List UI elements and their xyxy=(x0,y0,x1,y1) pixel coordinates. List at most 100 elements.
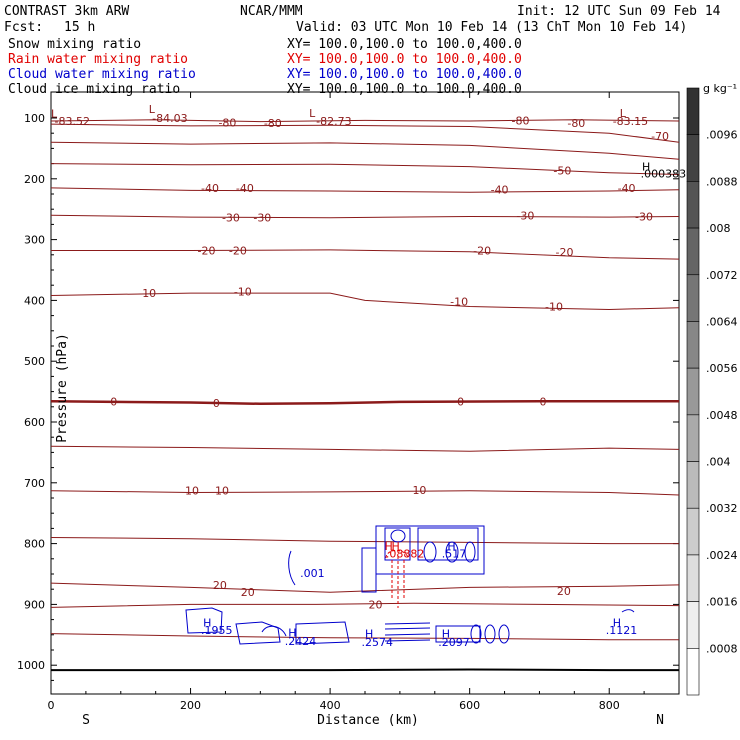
temperature-contour--30 xyxy=(50,214,680,219)
colorbar-swatch xyxy=(686,134,700,182)
temperature-contour--80 xyxy=(50,119,680,123)
x-axis-label: Distance (km) xyxy=(317,713,419,728)
extremum-marker: H xyxy=(385,540,393,553)
colorbar-label: .0064 xyxy=(706,315,738,328)
extremum-marker: L xyxy=(309,107,316,120)
contour-label: -82.73 xyxy=(316,115,351,128)
contour-label: -80 xyxy=(512,114,530,127)
extremum-marker: L xyxy=(149,103,156,116)
x-end-left-label: S xyxy=(82,713,90,728)
colorbar-swatch xyxy=(686,554,700,602)
contour-label: 10 xyxy=(412,484,426,497)
extremum-marker: H xyxy=(392,540,400,553)
field-xy-snow: XY= 100.0,100.0 to 100.0,400.0 xyxy=(287,37,522,52)
colorbar-label: .0032 xyxy=(706,502,738,515)
contour-label: -30 xyxy=(253,212,271,225)
temperature-contour--60 xyxy=(50,141,680,160)
colorbar-label: .0008 xyxy=(706,642,738,655)
contour-label: .517 xyxy=(442,547,467,560)
x-tick-label: 600 xyxy=(459,699,480,712)
temperature-contour-20 xyxy=(50,602,680,608)
extremum-marker: H xyxy=(613,617,621,630)
colorbar-swatch xyxy=(686,274,700,322)
field-xy-rain: XY= 100.0,100.0 to 100.0,400.0 xyxy=(287,52,522,67)
contour-label: 10 xyxy=(215,485,229,498)
colorbar-label: .0088 xyxy=(706,175,738,188)
field-xy-cloud-water: XY= 100.0,100.0 to 100.0,400.0 xyxy=(287,67,522,82)
contour-label: .2574 xyxy=(362,636,394,649)
temperature-contour--70 xyxy=(50,123,680,143)
colorbar-label: .008 xyxy=(706,222,731,235)
x-tick-label: 400 xyxy=(320,699,341,712)
temperature-contour--10 xyxy=(50,292,680,311)
contour-label: -40 xyxy=(201,182,219,195)
colorbar-swatch xyxy=(686,601,700,649)
contour-label: -40 xyxy=(491,184,509,197)
field-name-snow: Snow mixing ratio xyxy=(8,37,141,52)
temperature-contour-20 xyxy=(50,537,679,545)
y-tick-label: 800 xyxy=(24,538,45,551)
temperature-contour--20 xyxy=(51,249,680,260)
contour-label: -10 xyxy=(450,296,468,309)
contour-label: -10 xyxy=(234,285,252,298)
init-time: Init: 12 UTC Sun 09 Feb 14 xyxy=(517,4,721,19)
y-tick-label: 300 xyxy=(24,234,45,247)
contour-label: -84.03 xyxy=(152,112,187,125)
contour-label: -30 xyxy=(516,209,534,222)
contour-label: 20 xyxy=(368,598,382,611)
temperature-contour--50 xyxy=(50,163,680,175)
y-tick-label: 200 xyxy=(24,173,45,186)
contour-label: 0 xyxy=(110,395,117,408)
contour-label: .0003836 xyxy=(641,167,694,180)
temperature-contour-20 xyxy=(50,633,679,641)
field-name-cloud-water: Cloud water mixing ratio xyxy=(8,67,196,82)
extremum-marker: L xyxy=(620,107,627,120)
rain-water-contours xyxy=(385,550,409,608)
y-axis-label: Pressure (hPa) xyxy=(55,333,70,443)
contour-label: -83.15 xyxy=(613,115,648,128)
colorbar-label: .004 xyxy=(706,456,731,469)
contour-label: 20 xyxy=(213,579,227,592)
temperature-contour-0 xyxy=(50,400,679,406)
extremum-marker: H xyxy=(442,628,450,641)
contour-label: -70 xyxy=(651,130,669,143)
y-tick-label: 600 xyxy=(24,416,45,429)
temperature-contour-10 xyxy=(50,445,680,452)
contour-label: 20 xyxy=(557,585,571,598)
colorbar-label: .0072 xyxy=(706,269,738,282)
temperature-contour-10 xyxy=(50,490,680,496)
colorbar-label: .0056 xyxy=(706,362,738,375)
temperature-contour-20 xyxy=(50,582,680,593)
field-name-cloud-ice: Cloud ice mixing ratio xyxy=(8,82,180,97)
extremum-marker: H xyxy=(447,540,455,553)
contour-label: -30 xyxy=(635,210,653,223)
y-tick-label: 500 xyxy=(24,355,45,368)
contour-label: -20 xyxy=(198,245,216,258)
contour-label: -80 xyxy=(218,116,236,129)
contour-label: .08882 xyxy=(386,547,425,560)
extremum-marker: H xyxy=(365,628,373,641)
field-name-rain: Rain water mixing ratio xyxy=(8,52,188,67)
contour-label-layer: -83.52 -84.03 -80 -80 -82.73 -80 -80 -83.15-70 -… xyxy=(51,103,693,649)
contour-label: -10 xyxy=(545,300,563,313)
extremum-marker: L xyxy=(51,108,58,121)
contour-label: -20 xyxy=(555,246,573,259)
contour-label: -80 xyxy=(567,117,585,130)
colorbar-swatch xyxy=(686,321,700,369)
contour-label: -80 xyxy=(264,117,282,130)
y-tick-label: 400 xyxy=(24,294,45,307)
contour-label: -30 xyxy=(222,212,240,225)
cloud-water-contours xyxy=(185,525,635,645)
fcst-value: 15 h xyxy=(64,20,95,35)
colorbar: .0096 .0088 .008 .0072 .0064 .0056 .0048 .004 .0… xyxy=(686,87,738,696)
x-tick-label: 800 xyxy=(599,699,620,712)
contour-label: 20 xyxy=(241,586,255,599)
contour-label: 10 xyxy=(185,485,199,498)
colorbar-label: .0048 xyxy=(706,409,738,422)
contour-label: 0 xyxy=(213,397,220,410)
contour-label: -20 xyxy=(229,245,247,258)
surface-line xyxy=(51,668,679,672)
contour-label: -40 xyxy=(618,182,636,195)
contour-label: .2424 xyxy=(285,635,317,648)
